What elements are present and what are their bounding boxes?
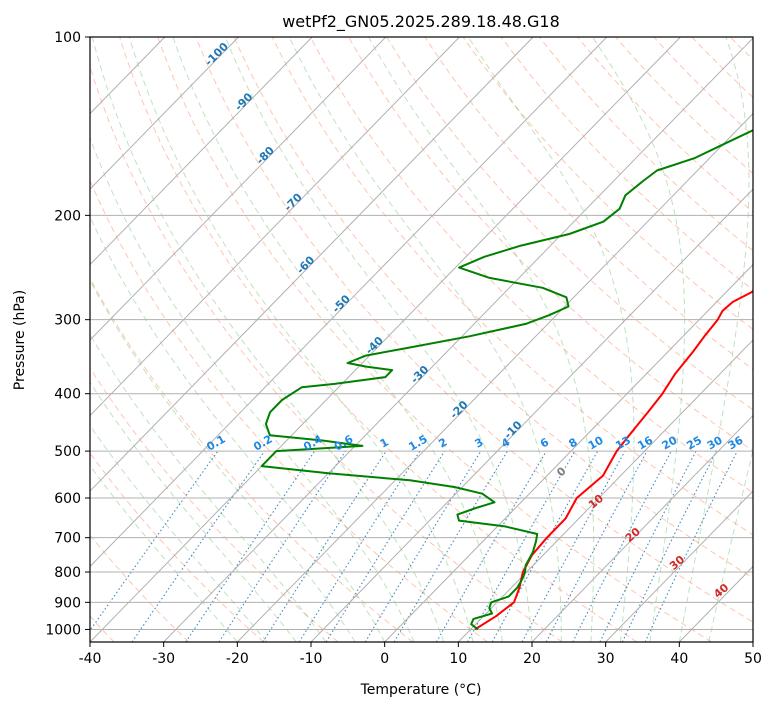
moist-adiabat-line bbox=[90, 215, 386, 642]
plot-frame bbox=[89, 36, 754, 643]
x-tick-label: 40 bbox=[670, 651, 688, 667]
moist-adiabat-line bbox=[90, 333, 327, 642]
dry-adiabat-line bbox=[233, 37, 753, 579]
y-axis-label: Pressure (hPa) bbox=[12, 290, 28, 390]
isotherm-line bbox=[531, 414, 753, 642]
mixing-ratio-line bbox=[325, 450, 446, 642]
mixing-ratio-line bbox=[521, 450, 626, 642]
moist-adiabat-line bbox=[467, 37, 635, 642]
isotherm-line bbox=[236, 112, 753, 642]
mixing-ratio-line bbox=[90, 450, 219, 632]
y-tick-label: 100 bbox=[54, 30, 81, 46]
mixing-ratio-line bbox=[131, 450, 266, 642]
dry-adiabat-line bbox=[195, 37, 753, 623]
isotherm-line bbox=[90, 37, 460, 417]
x-axis-label: Temperature (°C) bbox=[360, 682, 482, 698]
dry-adiabat-line bbox=[386, 37, 753, 411]
mixing-ratio-line bbox=[467, 450, 576, 642]
isotherm-line bbox=[90, 37, 681, 642]
moist-adiabat-line bbox=[368, 37, 595, 642]
mixing-ratio-line bbox=[599, 450, 697, 642]
plot-area bbox=[90, 37, 753, 642]
x-tick-label: 20 bbox=[523, 651, 541, 667]
moist-adiabat-line bbox=[678, 37, 750, 642]
x-tick-label: -40 bbox=[79, 651, 102, 667]
isotherm-line bbox=[384, 263, 753, 642]
temperature-trace bbox=[474, 290, 753, 631]
y-tick-label: 800 bbox=[54, 565, 81, 581]
dry-adiabat-line bbox=[119, 37, 638, 642]
moist-adiabat-line bbox=[90, 464, 238, 642]
dry-adiabat-line bbox=[348, 37, 753, 452]
isotherm-line bbox=[90, 37, 534, 492]
moist-adiabat-line bbox=[708, 448, 753, 642]
mixing-ratio-lines bbox=[90, 450, 738, 642]
dry-adiabat-line bbox=[90, 179, 488, 642]
mixing-ratio-line bbox=[262, 450, 387, 642]
moist-adiabat-line bbox=[90, 136, 415, 642]
dewpoint-trace bbox=[260, 129, 753, 631]
isotherm-line bbox=[90, 37, 608, 568]
y-tick-label: 200 bbox=[54, 208, 81, 224]
y-tick-label: 400 bbox=[54, 387, 81, 403]
mixing-ratio-line bbox=[298, 450, 421, 642]
moist-adiabat-line bbox=[128, 37, 474, 642]
dry-adiabat-line bbox=[90, 367, 339, 642]
isotherm-line bbox=[605, 490, 753, 642]
sounding-traces bbox=[260, 129, 753, 631]
y-tick-label: 600 bbox=[54, 491, 81, 507]
y-tick-label: 500 bbox=[54, 444, 81, 460]
x-axis-ticks: -40 -30 -20 -10 0 10 20 30 40 50 bbox=[79, 642, 762, 667]
y-tick-label: 700 bbox=[54, 531, 81, 547]
mixing-ratio-line bbox=[218, 450, 346, 642]
isotherm-line bbox=[90, 37, 313, 266]
moist-adiabat-line bbox=[90, 279, 356, 642]
y-axis-ticks: 1000 900 800 700 600 500 400 300 200 100 bbox=[45, 30, 90, 638]
isotherm-line bbox=[90, 37, 239, 190]
isotherm-line bbox=[457, 339, 753, 642]
dry-adiabat-line bbox=[90, 452, 264, 642]
mixing-ratio-line bbox=[185, 450, 316, 642]
y-tick-label: 900 bbox=[54, 595, 81, 611]
moist-adiabat-line bbox=[592, 37, 686, 642]
x-tick-label: 10 bbox=[449, 651, 467, 667]
pressure-gridlines bbox=[90, 37, 753, 630]
x-tick-label: -10 bbox=[300, 651, 323, 667]
isotherm-line bbox=[310, 188, 753, 642]
moist-adiabat-line bbox=[91, 37, 445, 642]
x-tick-label: 50 bbox=[744, 651, 762, 667]
isotherm-line bbox=[163, 37, 753, 642]
dry-adiabat-line bbox=[309, 37, 753, 494]
x-tick-label: -20 bbox=[226, 651, 249, 667]
y-tick-label: 1000 bbox=[45, 622, 81, 638]
x-tick-label: -30 bbox=[152, 651, 175, 667]
moist-adiabat-line bbox=[224, 37, 533, 642]
plot-content: 0.1 0.2 0.4 0.6 1 1.5 2 3 4 6 8 10 13 16 20 25 30 36-100-… bbox=[90, 37, 753, 642]
x-tick-label: 0 bbox=[380, 651, 389, 667]
y-tick-label: 300 bbox=[54, 313, 81, 329]
moist-adiabat-line bbox=[288, 37, 562, 642]
chart-title: wetPf2_GN05.2025.289.18.48.G18 bbox=[282, 12, 560, 32]
mixing-ratio-line bbox=[621, 450, 717, 642]
x-tick-label: 30 bbox=[597, 651, 615, 667]
mixing-ratio-line bbox=[364, 450, 482, 642]
dry-adiabat-line bbox=[90, 64, 563, 642]
